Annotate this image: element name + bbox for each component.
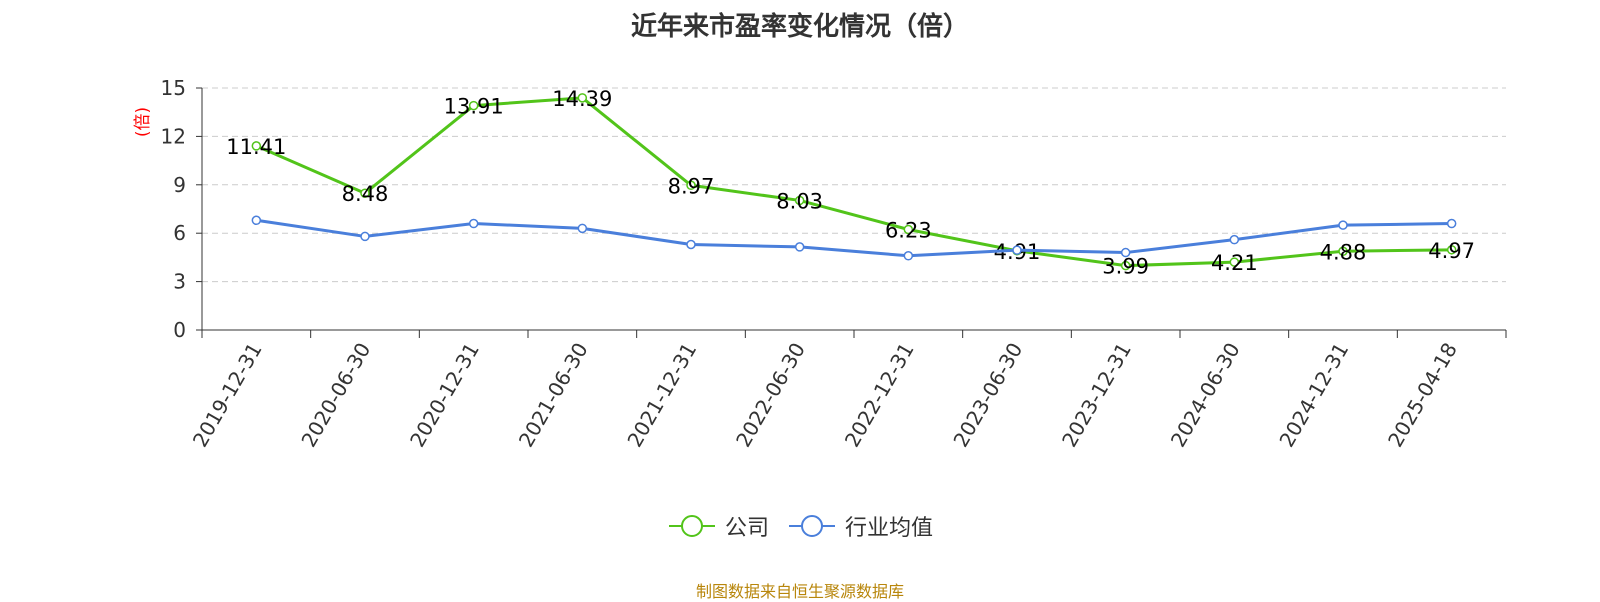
data-point: [360, 188, 370, 198]
x-tick-label: 2024-12-31: [1274, 339, 1353, 452]
x-tick-label: 2021-12-31: [622, 339, 701, 452]
data-label: 8.03: [776, 189, 823, 213]
data-label: 8.48: [342, 182, 389, 206]
legend-label-industry: 行业均值: [845, 516, 934, 541]
chart-title: 近年来市盈率变化情况（倍）: [630, 12, 969, 42]
data-label: 14.39: [552, 87, 612, 111]
data-point: [360, 231, 370, 242]
legend-company-icon: [668, 515, 715, 537]
y-tick-label: 12: [161, 124, 186, 148]
data-point: [1120, 247, 1131, 258]
data-label: 4.97: [1428, 239, 1475, 263]
x-tick-label: 2025-04-18: [1383, 339, 1462, 452]
y-tick-label: 0: [173, 318, 186, 342]
data-point: [903, 251, 914, 261]
legend-industry-icon: [789, 515, 835, 537]
x-tick-label: 2021-06-30: [514, 339, 593, 452]
data-point: [794, 195, 805, 206]
y-tick-label: 3: [173, 270, 186, 294]
legend: 公司 行业均值: [0, 510, 1600, 542]
data-point: [1012, 245, 1022, 255]
x-tick-label: 2020-12-31: [405, 338, 484, 451]
data-label: 8.97: [668, 174, 715, 198]
data-label: 4.21: [1211, 251, 1258, 275]
x-tick-label: 2019-12-31: [188, 339, 267, 452]
data-point: [468, 100, 479, 111]
data-label: 13.91: [444, 95, 504, 119]
x-tick-label: 2022-06-30: [731, 339, 810, 452]
data-point: [794, 242, 805, 252]
legend-label-company: 公司: [724, 516, 769, 541]
y-axis-label: (倍): [133, 107, 153, 137]
data-point: [1446, 245, 1457, 255]
data-point: [686, 180, 696, 191]
data-point: [1446, 218, 1457, 229]
data-point: [1120, 260, 1131, 271]
x-tick-label: 2022-12-31: [840, 338, 919, 451]
data-label: 6.23: [885, 218, 932, 242]
series-line: [255, 96, 1452, 268]
data-point: [903, 224, 914, 235]
data-point: [1338, 246, 1348, 257]
data-label: 4.88: [1320, 240, 1367, 264]
data-point: [577, 93, 588, 103]
y-tick-label: 15: [161, 76, 186, 100]
x-tick-label: 2023-06-30: [948, 339, 1027, 452]
legend-item-company[interactable]: 公司: [667, 510, 769, 542]
data-label: 11.41: [226, 135, 286, 159]
source-note: 制图数据来自恒生聚源数据库: [695, 582, 904, 601]
series-line: [256, 218, 1452, 258]
data-point: [1229, 234, 1240, 245]
x-tick-label: 2020-06-30: [296, 339, 375, 452]
data-point: [468, 218, 479, 229]
data-label: 3.99: [1102, 255, 1149, 279]
data-point: [1229, 257, 1240, 267]
data-point: [577, 223, 588, 234]
legend-item-industry[interactable]: 行业均值: [787, 510, 933, 542]
data-point: [686, 239, 696, 250]
data-point: [1338, 220, 1348, 230]
x-tick-label: 2023-12-31: [1057, 339, 1136, 452]
x-tick-label: 2024-06-30: [1166, 339, 1245, 452]
y-tick-label: 9: [173, 173, 186, 197]
data-point: [251, 215, 262, 226]
data-point: [251, 141, 262, 151]
y-tick-label: 6: [173, 221, 186, 245]
